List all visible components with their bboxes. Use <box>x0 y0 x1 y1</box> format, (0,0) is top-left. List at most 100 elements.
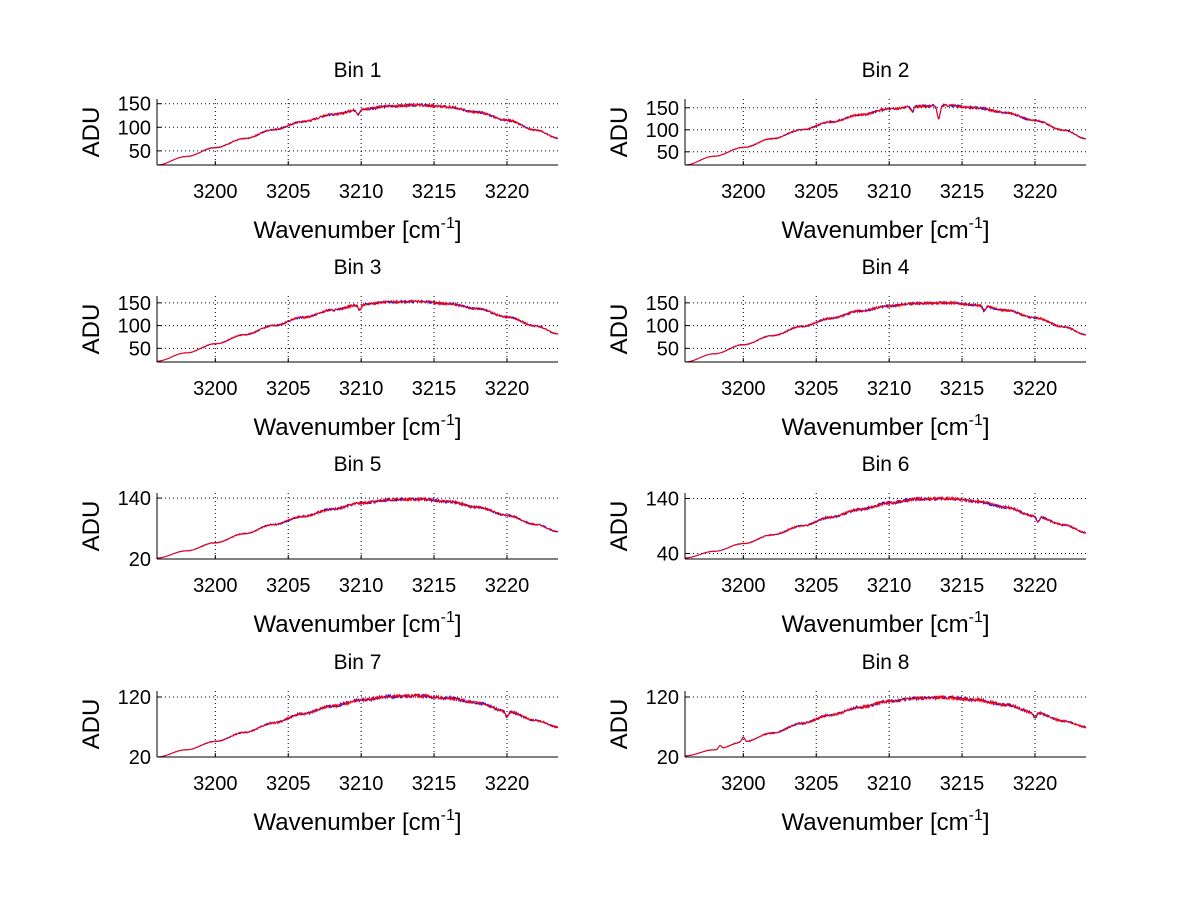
y-tick-label: 50 <box>657 338 679 360</box>
x-tick-label: 3220 <box>1013 773 1058 795</box>
x-tick-label: 3205 <box>266 773 311 795</box>
x-tick-label: 3200 <box>193 575 238 597</box>
x-tick-label: 3220 <box>1013 181 1058 203</box>
y-tick-label: 150 <box>118 94 151 116</box>
subplot-8: 3200 3205 3210 3215 3220 20 120 Bin 8 Wavenumber… <box>606 651 1087 836</box>
y-tick-label: 140 <box>646 489 679 511</box>
x-axis-label: Wavenumber [cm-1] <box>253 215 461 244</box>
y-tick-label: 100 <box>646 316 679 338</box>
x-tick-label: 3220 <box>1013 575 1058 597</box>
x-tick-label: 3215 <box>412 773 457 795</box>
series-line-red <box>157 496 559 559</box>
x-tick-label: 3210 <box>867 575 912 597</box>
y-tick-label: 140 <box>118 488 151 510</box>
subplot-6: 3200 3205 3210 3215 3220 40 140 Bin 6 Wavenumber… <box>606 453 1087 638</box>
y-tick-label: 150 <box>646 293 679 315</box>
x-tick-label: 3200 <box>193 773 238 795</box>
y-tick-label: 50 <box>129 338 151 360</box>
subplot-title: Bin 6 <box>862 453 910 476</box>
x-axis-label: Wavenumber [cm-1] <box>253 609 461 638</box>
series-line-red <box>685 694 1087 757</box>
x-tick-label: 3215 <box>412 378 457 400</box>
y-axis-label: ADU <box>78 304 105 355</box>
x-tick-label: 3205 <box>794 773 839 795</box>
plot-area <box>157 691 558 757</box>
series-line-red <box>685 495 1087 559</box>
series-line-red <box>157 102 559 166</box>
y-tick-label: 150 <box>646 98 679 120</box>
y-tick-label: 20 <box>129 747 151 769</box>
y-axis-label: ADU <box>606 304 633 355</box>
x-tick-label: 3205 <box>794 181 839 203</box>
x-axis-label: Wavenumber [cm-1] <box>781 412 989 441</box>
y-axis-label: ADU <box>78 107 105 158</box>
y-tick-label: 50 <box>657 142 679 164</box>
y-axis-label: ADU <box>606 699 633 750</box>
plot-area <box>685 691 1086 757</box>
y-axis-label: ADU <box>78 699 105 750</box>
y-axis-label: ADU <box>78 501 105 552</box>
y-axis-label: ADU <box>606 501 633 552</box>
series-line-red <box>685 300 1086 363</box>
x-tick-label: 3210 <box>339 575 384 597</box>
subplot-7: 3200 3205 3210 3215 3220 20 120 Bin 7 Wavenumber… <box>78 651 559 836</box>
x-tick-label: 3205 <box>794 575 839 597</box>
x-tick-label: 3215 <box>940 181 985 203</box>
series-line-red <box>685 103 1087 166</box>
x-tick-label: 3210 <box>867 773 912 795</box>
subplot-title: Bin 1 <box>334 59 382 82</box>
x-tick-label: 3210 <box>867 378 912 400</box>
x-axis-label: Wavenumber [cm-1] <box>253 412 461 441</box>
series-line-red <box>157 692 559 758</box>
y-tick-label: 40 <box>657 544 679 566</box>
y-tick-label: 150 <box>118 293 151 315</box>
subplot-title: Bin 7 <box>334 651 382 674</box>
y-tick-label: 100 <box>118 117 151 139</box>
x-tick-label: 3210 <box>339 181 384 203</box>
x-tick-label: 3215 <box>940 575 985 597</box>
plot-area <box>685 296 1086 362</box>
y-tick-label: 120 <box>118 687 151 709</box>
subplot-title: Bin 5 <box>334 453 382 476</box>
x-tick-label: 3215 <box>412 575 457 597</box>
plot-area <box>157 493 558 559</box>
x-axis-label: Wavenumber [cm-1] <box>781 807 989 836</box>
subplot-5: 3200 3205 3210 3215 3220 20 140 Bin 5 Wavenumber… <box>78 453 559 638</box>
x-tick-label: 3200 <box>193 378 238 400</box>
y-axis-label: ADU <box>606 107 633 158</box>
x-tick-label: 3200 <box>721 181 766 203</box>
x-tick-label: 3205 <box>794 378 839 400</box>
x-tick-label: 3205 <box>266 575 311 597</box>
x-tick-label: 3220 <box>485 773 530 795</box>
x-tick-label: 3210 <box>339 773 384 795</box>
subplot-title: Bin 8 <box>862 651 910 674</box>
x-tick-label: 3200 <box>721 773 766 795</box>
x-tick-label: 3200 <box>721 575 766 597</box>
x-tick-label: 3220 <box>485 181 530 203</box>
x-tick-label: 3215 <box>940 378 985 400</box>
y-tick-label: 20 <box>657 747 679 769</box>
x-tick-label: 3210 <box>339 378 384 400</box>
x-tick-label: 3200 <box>193 181 238 203</box>
y-tick-label: 100 <box>118 316 151 338</box>
plot-area <box>685 99 1086 165</box>
x-tick-label: 3220 <box>1013 378 1058 400</box>
x-axis-label: Wavenumber [cm-1] <box>781 215 989 244</box>
x-tick-label: 3215 <box>412 181 457 203</box>
y-tick-label: 50 <box>129 141 151 163</box>
x-tick-label: 3220 <box>485 575 530 597</box>
x-tick-label: 3200 <box>721 378 766 400</box>
x-tick-label: 3210 <box>867 181 912 203</box>
x-axis-label: Wavenumber [cm-1] <box>781 609 989 638</box>
plot-area <box>157 99 558 165</box>
subplot-title: Bin 4 <box>862 256 910 279</box>
x-tick-label: 3215 <box>940 773 985 795</box>
y-tick-label: 120 <box>646 687 679 709</box>
x-tick-label: 3205 <box>266 378 311 400</box>
